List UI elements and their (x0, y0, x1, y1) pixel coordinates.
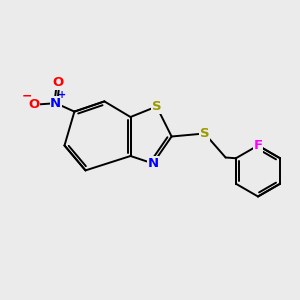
Text: N: N (147, 157, 159, 170)
Text: +: + (58, 90, 67, 100)
Text: S: S (152, 100, 161, 113)
Text: N: N (50, 97, 61, 110)
Text: S: S (200, 127, 209, 140)
Text: −: − (22, 90, 32, 103)
Text: F: F (254, 139, 262, 152)
Text: O: O (52, 76, 64, 89)
Text: O: O (28, 98, 40, 111)
